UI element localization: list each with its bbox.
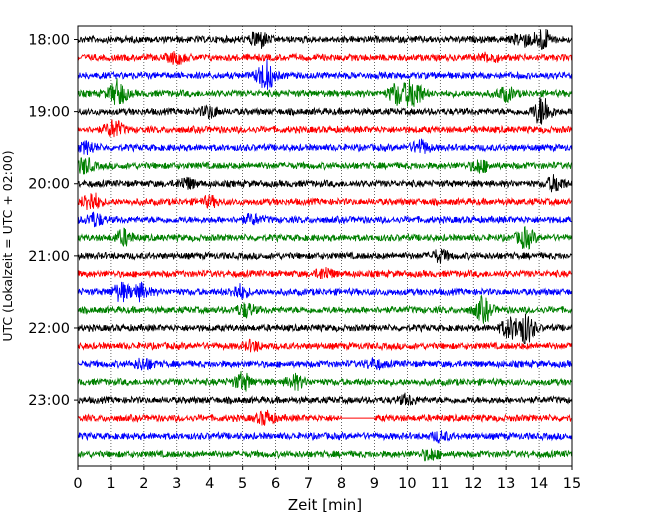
trace-2115 (77, 267, 573, 280)
y-tick-label-18:00: 18:00 (28, 33, 70, 49)
x-tick-label-3: 3 (172, 476, 181, 492)
x-tick-label-4: 4 (205, 476, 214, 492)
trace-1930 (77, 138, 573, 155)
trace-2100 (77, 248, 573, 264)
trace-1800 (77, 28, 573, 50)
x-tick-label-0: 0 (73, 476, 82, 492)
trace-2030 (77, 211, 573, 228)
x-tick-label-8: 8 (337, 476, 346, 492)
y-tick-label-22:00: 22:00 (28, 321, 70, 337)
x-tick-label-5: 5 (238, 476, 247, 492)
trace-2145 (77, 294, 573, 324)
trace-1845 (77, 78, 573, 107)
traces (77, 28, 573, 462)
trace-2045 (77, 225, 573, 250)
trace-1900 (77, 96, 573, 125)
plot-frame (77, 25, 573, 467)
trace-2245 (77, 371, 573, 392)
y-tick-label-21:00: 21:00 (28, 249, 70, 265)
trace-1915 (77, 119, 573, 138)
trace-2315 (77, 409, 573, 426)
x-tick-label-11: 11 (431, 476, 449, 492)
trace-1815 (77, 51, 573, 66)
trace-2000 (77, 174, 573, 193)
x-tick-label-9: 9 (370, 476, 379, 492)
trace-2200 (77, 313, 573, 345)
trace-2345 (77, 448, 573, 462)
y-axis-label: UTC (Lokalzeit = UTC + 02:00) (0, 150, 15, 341)
x-tick-label-2: 2 (139, 476, 148, 492)
trace-2330 (77, 430, 573, 444)
trace-2215 (77, 338, 573, 353)
trace-2230 (77, 357, 573, 371)
trace-1830 (77, 59, 573, 90)
y-tick-label-20:00: 20:00 (28, 177, 70, 193)
x-axis-ticks: 0 1 2 3 4 5 6 7 8 9 10 11 12 13 14 15 (73, 466, 581, 492)
y-axis-ticks: 18:00 19:00 20:00 21:00 22:00 23:00 (28, 33, 78, 409)
x-tick-label-12: 12 (464, 476, 482, 492)
plot-area (78, 26, 572, 466)
trace-2015 (77, 192, 573, 211)
x-tick-label-1: 1 (106, 476, 115, 492)
x-tick-label-13: 13 (497, 476, 515, 492)
trace-2130 (77, 281, 573, 303)
x-tick-label-15: 15 (563, 476, 581, 492)
trace-1945 (77, 157, 573, 175)
x-tick-label-10: 10 (398, 476, 416, 492)
grid (110, 26, 540, 466)
y-tick-label-23:00: 23:00 (28, 393, 70, 409)
x-tick-label-7: 7 (304, 476, 313, 492)
trace-2300 (77, 392, 573, 406)
y-tick-label-19:00: 19:00 (28, 105, 70, 121)
x-tick-label-6: 6 (271, 476, 280, 492)
x-tick-label-14: 14 (530, 476, 548, 492)
x-axis-label: Zeit [min] (288, 496, 362, 514)
